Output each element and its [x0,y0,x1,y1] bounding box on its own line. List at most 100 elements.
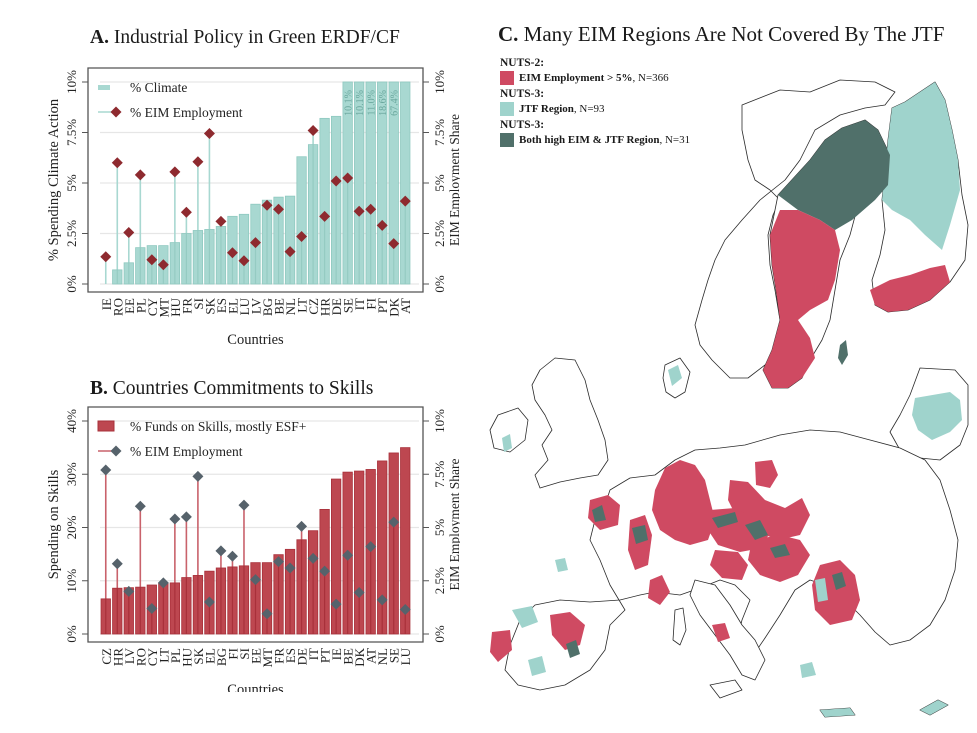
x-tick-label-lu: LU [398,647,413,665]
legend-label-marker: % EIM Employment [130,105,243,120]
marker-es [284,562,296,574]
map-region-both-hainaut [592,505,606,522]
marker-mt [261,608,273,620]
marker-sk [203,128,215,140]
x-tick-label-cy: CY [145,647,160,666]
marker-nl [284,246,296,258]
map-region-jtf-romania [815,578,828,602]
y-axis-title: % Spending Climate Action [46,98,62,261]
x-tick-label-cz: CZ [99,648,114,665]
legend-swatch-eim [500,71,514,85]
chart-legend: % Funds on Skills, mostly ESF+ % EIM Empl… [97,419,306,459]
y-right-tick-label: 0% [432,275,447,293]
marker-ro [134,500,146,512]
y-tick-label: 20% [64,515,79,539]
panel-a-plot: 0% 2.5% 5% 7.5% 10% 0% 2.5% 5% 7.5% 10% 10.1% 10.1%… [46,67,462,348]
marker-si [238,499,250,511]
y-right-tick-label: 2.5% [432,220,447,247]
panel-c-title: C. Many EIM Regions Are Not Covered By T… [498,22,944,47]
legend-label-jtf: JTF Region [519,103,574,115]
x-tick-label-lu: LU [237,297,252,315]
marker-cy [146,254,158,266]
x-tick-label-it: IT [352,298,367,310]
marker-se [388,516,400,528]
map-region-jtf-crete [820,708,855,717]
marker-pt [319,565,331,577]
x-tick-label-at: AT [364,648,379,664]
map-legend: NUTS-2: EIM Employment > 5%, N=366 NUTS-… [500,54,690,150]
x-tick-label-lt: LT [156,648,171,663]
x-tick-label-pl: PL [168,648,183,663]
panel-b-skills-chart: B. Countries Commitments to Skills 0% 10%… [40,372,462,698]
x-tick-label-pt: PT [375,298,390,313]
x-tick-label-si: SI [191,298,206,310]
panel-a-title-text: Industrial Policy in Green ERDF/CF [113,27,400,48]
marker-it [353,205,365,217]
marker-pl [169,513,181,525]
panel-b-title-letter: B. [90,378,108,399]
marker-si [192,156,204,168]
x-tick-label-el: EL [202,648,217,664]
marker-ee [123,226,135,238]
map-region-both-lapland [778,120,890,230]
map-region-uk [531,357,609,489]
x-tick-label-at: AT [398,298,413,314]
legend-label-both: Both high EIM & JTF Region [519,134,660,146]
y-tick-label: 7.5% [64,119,79,146]
map-region-eim-italy-center [712,623,730,642]
marker-cz [307,124,319,136]
map-region-eim-austria [710,550,748,580]
map-region-jtf-ireland [502,434,512,452]
x-tick-label-fi: FI [225,648,240,660]
marker-lt [296,231,308,243]
marker-fr [180,206,192,218]
map-region-sardinia [672,607,687,646]
marker-fi [365,203,377,215]
panel-a-title-letter: A. [90,27,109,48]
y-tick-label: 0% [64,625,79,643]
panel-c-map: C. Many EIM Regions Are Not Covered By T… [480,20,970,725]
y-tick-label: 5% [64,174,79,192]
x-tick-label-dk: DK [352,647,367,666]
x-tick-label-fr: FR [272,648,287,664]
x-tick-label-lt: LT [295,298,310,313]
y-right-tick-label: 2.5% [432,567,447,594]
legend-group-nuts3-jtf: NUTS-3: [500,88,545,100]
x-tick-label-dk: DK [387,297,402,316]
map-region-both-silesia [745,520,768,540]
x-tick-label-se: SE [387,648,402,663]
marker-hu [180,511,192,523]
legend-group-nuts3-both: NUTS-3: [500,119,545,131]
x-tick-label-lv: LV [122,647,137,664]
marker-dk [388,238,400,250]
marker-lv [250,237,261,249]
x-tick-label-lv: LV [249,297,264,314]
y-right-tick-label: 10% [432,70,447,94]
marker-fi [226,550,238,562]
y-tick-label: 0% [64,275,79,293]
legend-swatch-bar [97,420,115,432]
map-region-jtf-greece [800,662,816,678]
marker-pt [376,219,388,231]
marker-cy [146,602,158,614]
map-region-both-slovakia [770,544,790,558]
map-region-eim-spain-north [550,612,585,650]
x-tick-label-ie: IE [329,648,344,660]
map-region-both-aragon [566,640,580,658]
legend-count-both: , N=31 [659,134,691,146]
x-tick-label-es: ES [283,648,298,663]
bar-value-label: 10.1% [355,90,366,116]
y-tick-label: 2.5% [64,220,79,247]
y-right-axis-title: EIM Employment Share [447,459,460,591]
marker-hr [111,558,123,570]
plot-frame [87,67,424,293]
marker-hu [169,166,181,178]
y-right-tick-label: 0% [432,625,447,643]
map-region-both-romania [832,572,846,590]
x-tick-label-de: DE [329,298,344,315]
marker-lu [238,255,250,267]
x-tick-label-cy: CY [145,297,160,316]
map-region-eim-poland-north [755,460,778,488]
marker-at [399,195,411,207]
x-tick-label-ro: RO [133,648,148,666]
